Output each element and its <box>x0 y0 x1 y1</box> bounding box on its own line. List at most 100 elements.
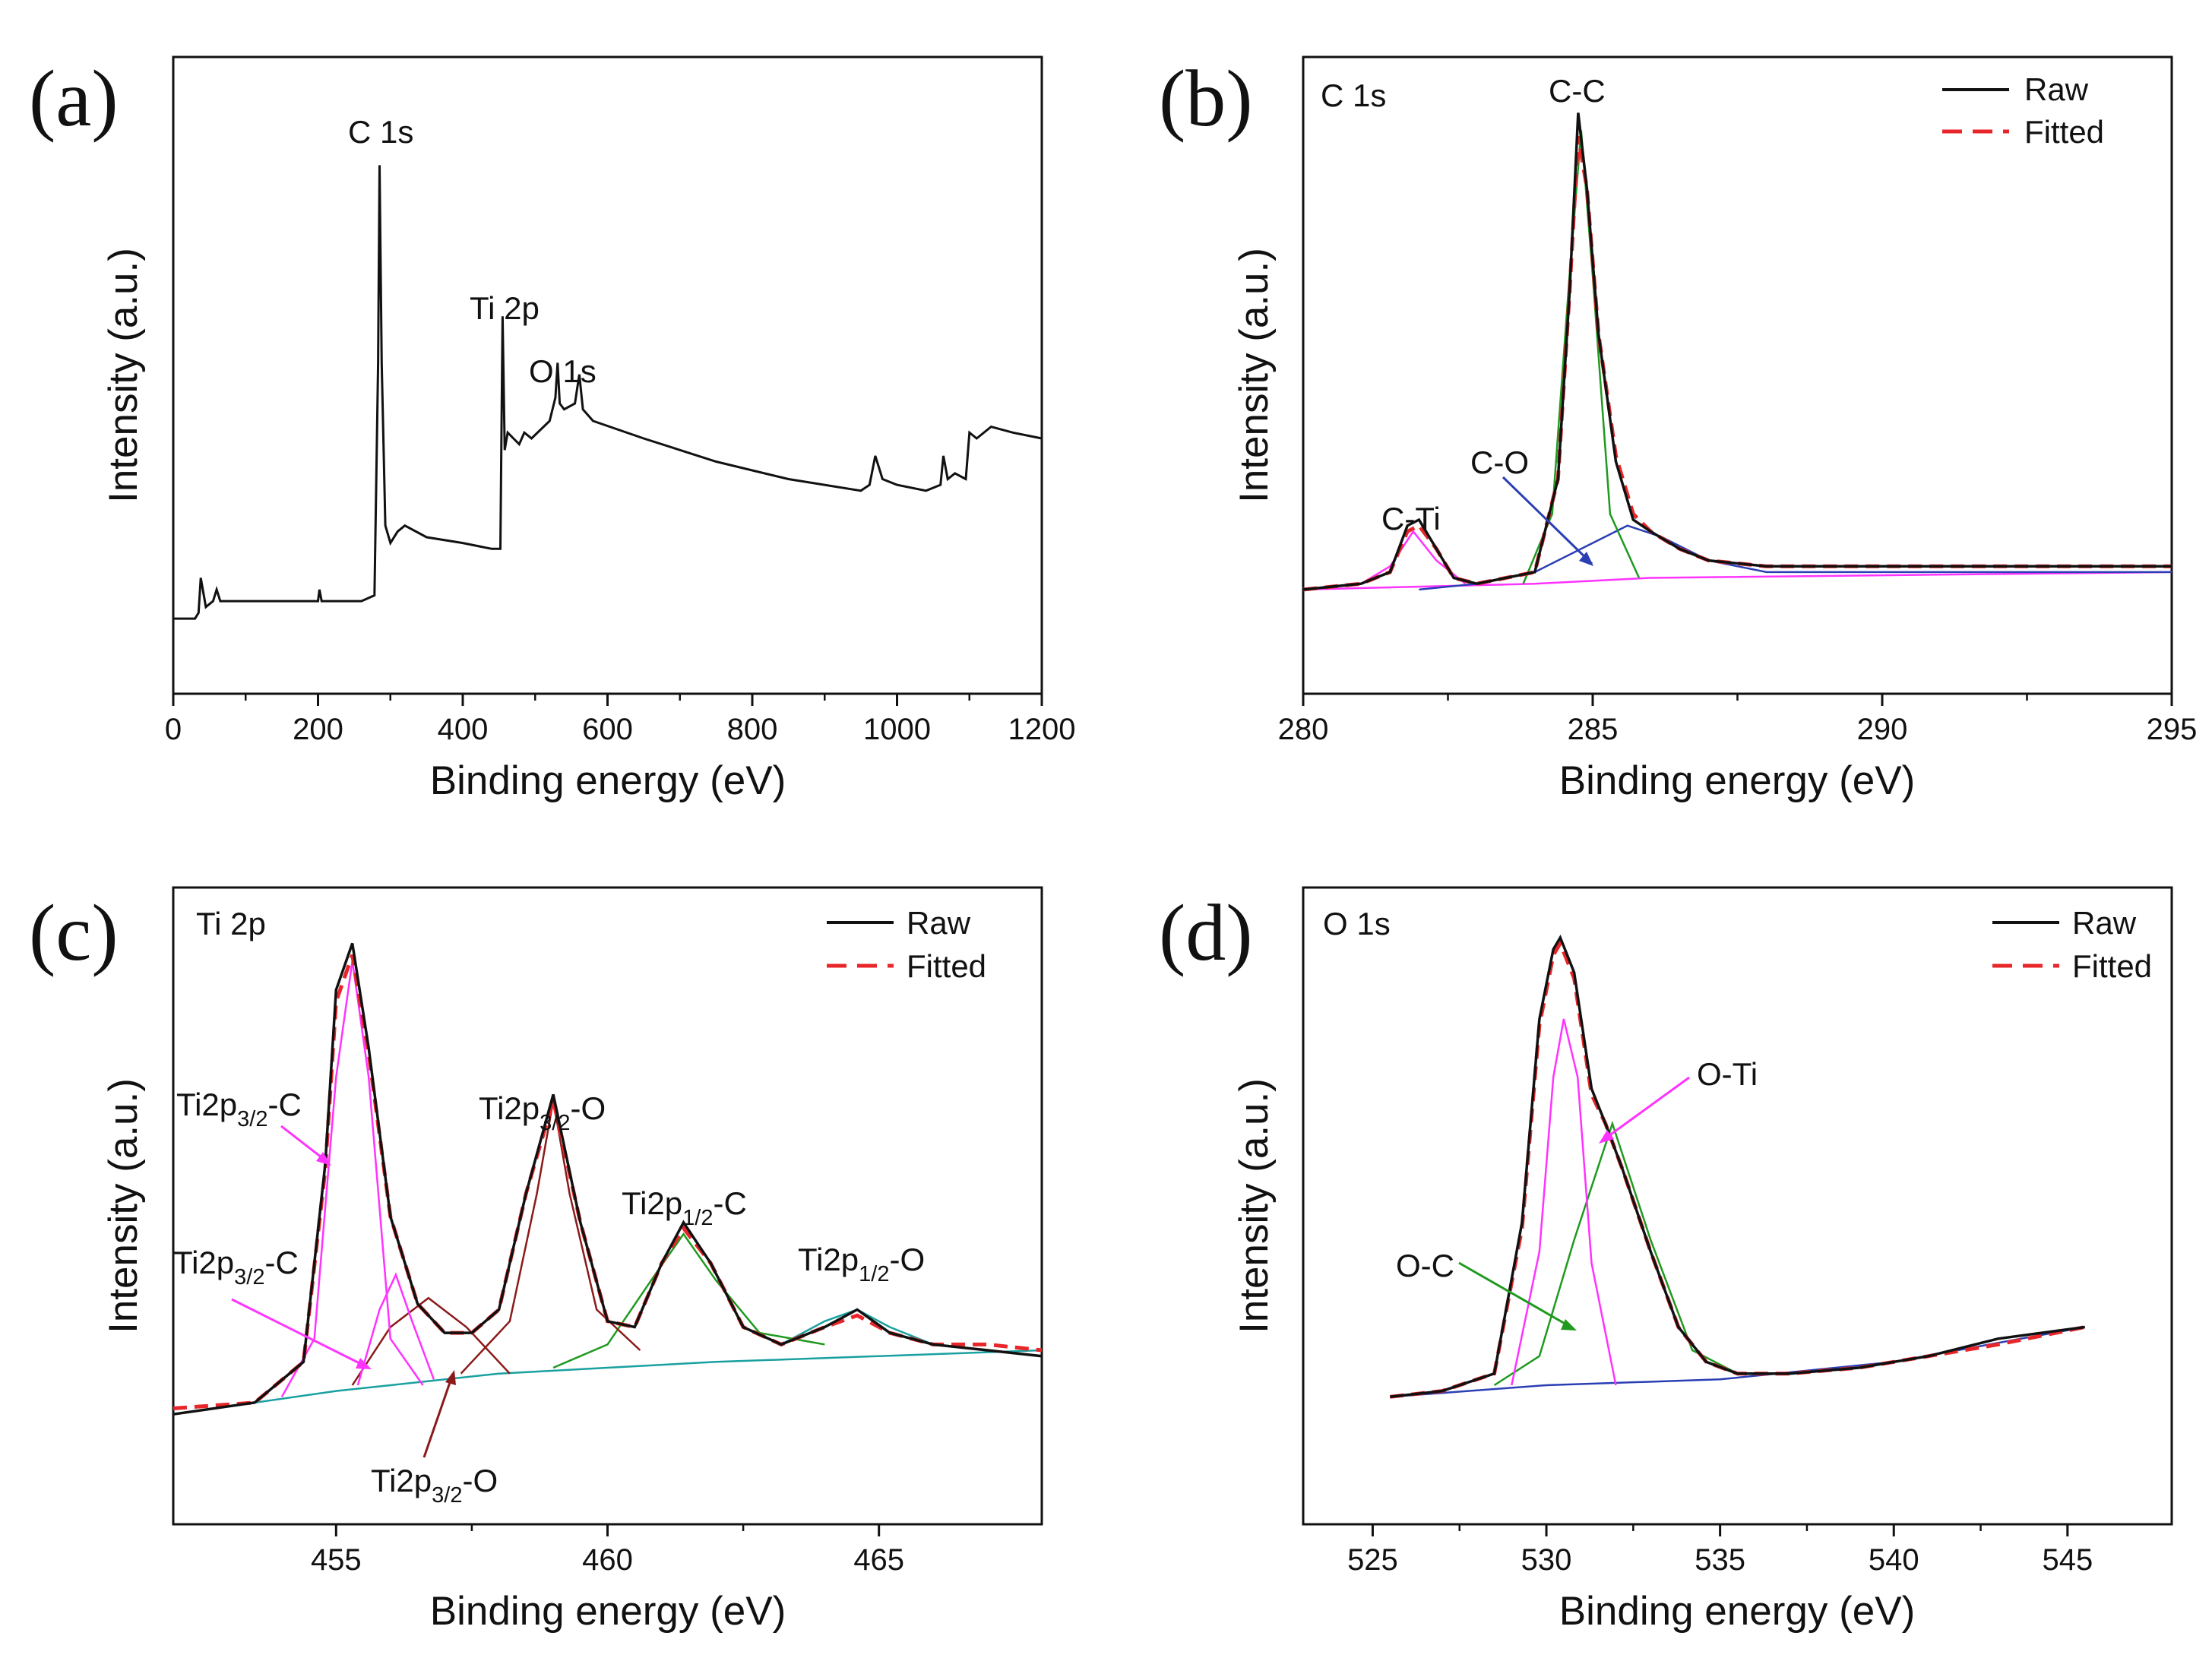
x-tick-label: 530 <box>1521 1543 1572 1577</box>
panel-a-x-axis-label: Binding energy (eV) <box>430 758 786 803</box>
x-tick-label: 1200 <box>1008 713 1076 746</box>
ti2p-peak-label: Ti 2p <box>470 290 540 326</box>
panel-c-y-axis-label: Intensity (a.u.) <box>101 1078 146 1334</box>
ti2p32-o-main-component-curve <box>460 1100 641 1375</box>
c-c-component-curve <box>1522 130 1641 584</box>
x-tick-label: 535 <box>1695 1543 1745 1577</box>
ti2p32-o-satellite-label-sub: 3/2 <box>432 1483 462 1508</box>
panel-a-y-axis-label: Intensity (a.u.) <box>101 248 146 503</box>
raw-curve <box>172 942 1043 1416</box>
x-tick-label: 295 <box>2147 713 2198 746</box>
o-ti-arrowhead <box>1599 1130 1614 1144</box>
panel-b-frame <box>1302 55 2173 695</box>
fitted-curve <box>1390 938 2086 1399</box>
legend-raw-label: Raw <box>2072 905 2137 941</box>
baseline-curve <box>1390 1326 2085 1398</box>
panel-d-label: (d) <box>1159 888 1253 977</box>
panel-d-legend: Raw Fitted <box>1992 905 2152 984</box>
panel-c-legend: Raw Fitted <box>827 905 986 984</box>
ti2p12-c-label: Ti2p1/2-C <box>622 1185 747 1230</box>
panel-a-x-ticks: 0 200 400 600 800 1000 1200 <box>165 694 1076 746</box>
c1s-peak-label: C 1s <box>348 114 413 150</box>
ti2p32-o-label-text: Ti2p <box>479 1090 540 1126</box>
panel-c: (c) 455 460 465 Ti 2p Ti2p3/2-C Ti2p3/2-O … <box>29 886 1043 1634</box>
panel-b-title: C 1s <box>1321 78 1386 113</box>
ti2p32-c-satellite-label-sub: 3/2 <box>234 1265 264 1289</box>
x-tick-label: 285 <box>1568 713 1619 746</box>
raw-curve <box>1302 112 2172 591</box>
ti2p12-c-label-tail: -C <box>713 1185 746 1221</box>
x-tick-label: 545 <box>2042 1543 2093 1577</box>
ti2p32-o-satellite-label: Ti2p3/2-O <box>371 1463 498 1508</box>
legend-fitted-label: Fitted <box>2072 948 2152 984</box>
panel-a-frame <box>172 55 1043 695</box>
ti2p32-c-label-text: Ti2p <box>176 1087 237 1122</box>
legend-raw-label: Raw <box>907 905 971 941</box>
ti2p32-o-label-tail: -O <box>570 1090 606 1126</box>
ti2p12-o-label-tail: -O <box>889 1242 925 1277</box>
c-o-label: C-O <box>1470 445 1529 480</box>
survey-spectrum-line <box>173 165 1043 620</box>
c-c-label: C-C <box>1549 73 1606 109</box>
c-ti-label: C-Ti <box>1381 501 1441 536</box>
panel-d-frame <box>1302 886 2173 1526</box>
x-tick-label: 290 <box>1857 713 1908 746</box>
ti2p32-c-label-sub: 3/2 <box>237 1107 267 1131</box>
panel-b: (b) 280 285 290 295 C 1s C-C C-O C-Ti Raw F… <box>1159 54 2197 803</box>
o-ti-component-curve <box>1511 1018 1617 1386</box>
ti2p32-c-satellite-label-tail: -C <box>264 1245 298 1280</box>
baseline-curve <box>172 1349 1043 1416</box>
ti2p12-o-label-sub: 1/2 <box>859 1262 889 1286</box>
panel-b-y-axis-label: Intensity (a.u.) <box>1232 248 1277 503</box>
legend-fitted-label: Fitted <box>2024 114 2104 150</box>
x-tick-label: 400 <box>438 713 489 746</box>
o1s-peak-label: O 1s <box>529 353 597 389</box>
fitted-curve <box>172 954 1043 1410</box>
ti2p32-o-satellite-arrow <box>422 1373 454 1458</box>
o-ti-arrow <box>1603 1076 1690 1141</box>
ti2p32-c-label: Ti2p3/2-C <box>176 1087 302 1131</box>
c-o-component-curve <box>1419 524 2172 591</box>
ti2p32-o-satellite-label-text: Ti2p <box>371 1463 432 1498</box>
ti2p12-c-label-text: Ti2p <box>622 1185 682 1221</box>
o-c-component-curve <box>1493 1120 1739 1387</box>
panel-c-label: (c) <box>29 888 119 977</box>
ti2p32-c-satellite-arrow <box>231 1298 369 1369</box>
x-tick-label: 800 <box>727 713 778 746</box>
ti2p32-c-satellite-arrowhead <box>356 1358 372 1369</box>
panel-c-title: Ti 2p <box>196 906 266 941</box>
x-tick-label: 600 <box>582 713 633 746</box>
ti2p32-c-satellite-label: Ti2p3/2-C <box>173 1245 299 1289</box>
ti2p32-o-label-sub: 3/2 <box>540 1111 570 1135</box>
ti2p32-o-label: Ti2p3/2-O <box>479 1090 606 1135</box>
panel-b-label: (b) <box>1159 54 1253 143</box>
baseline-curve <box>1302 571 2172 591</box>
o-c-label: O-C <box>1396 1248 1454 1283</box>
o-c-arrow <box>1458 1261 1574 1330</box>
panel-c-x-axis-label: Binding energy (eV) <box>430 1589 786 1634</box>
x-tick-label: 460 <box>582 1543 633 1577</box>
panel-d: (d) 525 530 535 540 545 O 1s O-Ti O-C Raw Fi… <box>1159 886 2173 1634</box>
ti2p32-o-satellite-component-curve <box>351 1296 511 1386</box>
raw-curve <box>1390 934 2085 1399</box>
x-tick-label: 455 <box>311 1543 362 1577</box>
x-tick-label: 540 <box>1869 1543 1919 1577</box>
ti2p12-c-label-sub: 1/2 <box>682 1206 713 1230</box>
legend-raw-label: Raw <box>2024 71 2089 107</box>
x-tick-label: 1000 <box>863 713 931 746</box>
c-o-arrow <box>1502 476 1593 565</box>
x-tick-label: 525 <box>1347 1543 1398 1577</box>
ti2p32-o-satellite-arrowhead <box>445 1370 456 1385</box>
x-tick-label: 0 <box>165 713 182 746</box>
panel-a: (a) 0 200 400 600 800 1000 1200 C 1s Ti 2p O 1… <box>29 54 1075 803</box>
ti2p12-o-label: Ti2p1/2-O <box>798 1242 925 1286</box>
o-ti-label: O-Ti <box>1697 1056 1758 1092</box>
ti2p32-c-satellite-component-curve <box>356 1272 435 1386</box>
x-tick-label: 465 <box>853 1543 904 1577</box>
panel-d-x-axis-label: Binding energy (eV) <box>1559 1589 1915 1634</box>
ti2p32-c-label-tail: -C <box>267 1087 301 1122</box>
x-tick-label: 200 <box>293 713 343 746</box>
ti2p12-o-label-text: Ti2p <box>798 1242 859 1277</box>
panel-a-label: (a) <box>29 54 119 143</box>
